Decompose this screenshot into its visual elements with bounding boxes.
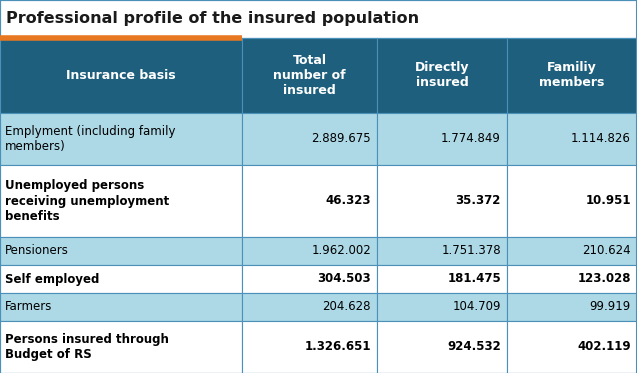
Bar [0,321,242,373]
Bar [0,265,242,293]
Text: 46.323: 46.323 [326,194,371,207]
Text: 99.919: 99.919 [590,301,631,313]
Bar [0,165,242,237]
Bar [242,265,377,293]
Bar [377,237,507,265]
Bar [377,265,507,293]
Text: 123.028: 123.028 [578,273,631,285]
Text: 10.951: 10.951 [585,194,631,207]
Text: Self employed: Self employed [5,273,99,285]
Text: Pensioners: Pensioners [5,244,69,257]
Bar [377,38,507,113]
Text: 402.119: 402.119 [577,341,631,354]
Text: 1.326.651: 1.326.651 [304,341,371,354]
Bar [507,113,637,165]
Text: 304.503: 304.503 [317,273,371,285]
Bar [507,165,637,237]
Text: Farmers: Farmers [5,301,52,313]
Bar [0,113,242,165]
Text: 1.751.378: 1.751.378 [441,244,501,257]
Bar [0,293,242,321]
Text: 1.962.002: 1.962.002 [311,244,371,257]
Text: Professional profile of the insured population: Professional profile of the insured popu… [6,12,419,26]
Bar [377,113,507,165]
Text: Insurance basis: Insurance basis [66,69,176,82]
Bar [242,293,377,321]
Bar [377,165,507,237]
Bar [377,293,507,321]
Text: 2.889.675: 2.889.675 [311,132,371,145]
Text: 104.709: 104.709 [452,301,501,313]
Bar [507,293,637,321]
Text: 1.114.826: 1.114.826 [571,132,631,145]
Bar [242,321,377,373]
Text: Emplyment (including family
members): Emplyment (including family members) [5,125,176,153]
Text: 181.475: 181.475 [447,273,501,285]
Text: 35.372: 35.372 [455,194,501,207]
Text: 1.774.849: 1.774.849 [441,132,501,145]
Bar [377,321,507,373]
Text: Directly
insured: Directly insured [415,62,469,90]
Text: 204.628: 204.628 [322,301,371,313]
Text: Familiy
members: Familiy members [540,62,605,90]
Bar [0,38,242,113]
Bar [242,165,377,237]
Bar [507,237,637,265]
Bar [242,38,377,113]
Bar [507,38,637,113]
Text: Persons insured through
Budget of RS: Persons insured through Budget of RS [5,333,169,361]
Bar [242,237,377,265]
Bar [507,321,637,373]
Bar [0,237,242,265]
Bar [0,0,637,38]
Bar [507,265,637,293]
Text: 210.624: 210.624 [582,244,631,257]
Text: 924.532: 924.532 [447,341,501,354]
Bar [242,113,377,165]
Text: Unemployed persons
receiving unemployment
benefits: Unemployed persons receiving unemploymen… [5,179,169,223]
Text: Total
number of
insured: Total number of insured [273,54,346,97]
